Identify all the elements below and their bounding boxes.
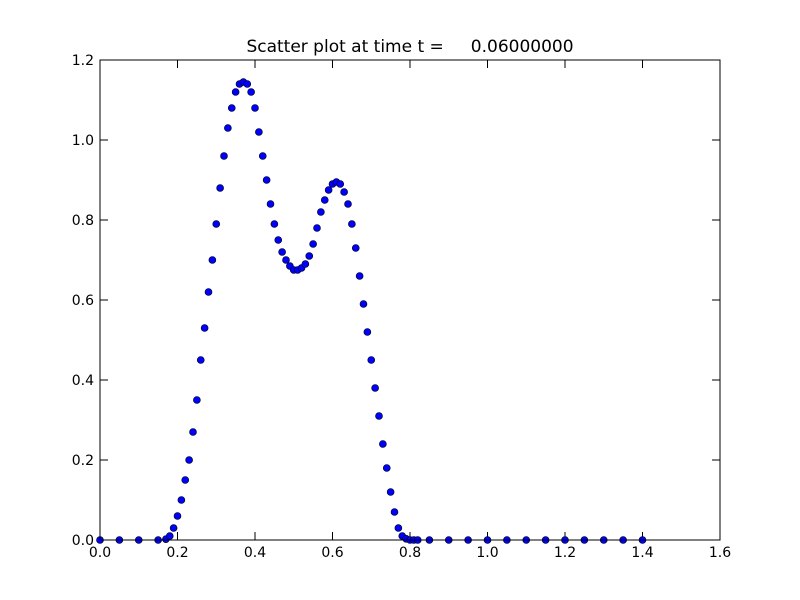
scatter-point: [169, 524, 178, 532]
y-tick-label: 0.0: [72, 533, 94, 549]
plot-frame: [99, 59, 721, 541]
chart-title: Scatter plot at time t = 0.06000000: [246, 37, 573, 57]
scatter-point: [348, 220, 356, 228]
x-tick-label: 1.6: [709, 545, 731, 561]
scatter-point: [177, 496, 186, 504]
scatter-point: [247, 88, 255, 96]
scatter-point: [274, 236, 283, 244]
scatter-point: [382, 464, 391, 472]
scatter-point: [243, 80, 252, 88]
x-tick-label: 1.4: [631, 545, 653, 561]
scatter-point: [266, 200, 275, 208]
scatter-point: [359, 300, 368, 308]
x-tick-label: 1.2: [554, 545, 576, 561]
scatter-point: [317, 208, 325, 216]
scatter-point: [216, 184, 224, 192]
scatter-point: [220, 152, 228, 160]
scatter-point: [282, 256, 290, 264]
scatter-point: [320, 196, 329, 204]
y-tick-label: 0.6: [72, 293, 94, 309]
scatter-point: [185, 456, 193, 464]
x-tick-label: 0.8: [399, 545, 421, 561]
scatter-point: [344, 200, 352, 208]
y-tick-label: 0.2: [72, 453, 94, 469]
scatter-point: [363, 328, 372, 336]
x-tick-label: 0.0: [89, 545, 111, 561]
scatter-point: [390, 508, 399, 516]
x-tick-label: 1.0: [476, 545, 498, 561]
y-tick-label: 1.0: [72, 133, 94, 149]
scatter-point: [193, 396, 201, 404]
scatter-point: [355, 272, 364, 280]
scatter-point: [208, 256, 217, 264]
scatter-point: [181, 476, 190, 484]
y-tick-label: 0.8: [72, 213, 94, 229]
scatter-point: [258, 152, 267, 160]
scatter-point: [227, 104, 236, 112]
y-tick-label: 1.2: [72, 53, 94, 69]
scatter-point: [204, 288, 213, 296]
scatter-point: [386, 488, 395, 496]
scatter-point: [189, 428, 197, 436]
scatter-point: [309, 240, 317, 248]
scatter-point: [200, 324, 209, 332]
scatter-point: [278, 248, 286, 256]
scatter-point: [351, 244, 360, 252]
scatter-point: [313, 224, 321, 232]
scatter-point: [212, 220, 221, 228]
scatter-point: [305, 252, 314, 260]
scatter-point: [224, 124, 232, 132]
scatter-point: [231, 88, 240, 96]
scatter-point: [165, 532, 174, 540]
scatter-point: [375, 412, 383, 420]
scatter-point: [301, 260, 310, 268]
scatter-point: [270, 220, 279, 228]
scatter-point: [196, 356, 205, 364]
scatter-point: [371, 384, 379, 392]
x-tick-label: 0.4: [244, 545, 266, 561]
scatter-point: [324, 186, 333, 194]
x-tick-label: 0.6: [321, 545, 343, 561]
scatter-point: [394, 524, 403, 532]
scatter-point: [255, 128, 263, 136]
scatter-point: [262, 176, 271, 184]
scatter-point: [336, 180, 345, 188]
scatter-point: [379, 440, 387, 448]
scatter-point: [367, 356, 376, 364]
scatter-point: [251, 104, 259, 112]
x-tick-label: 0.2: [166, 545, 188, 561]
scatter-point: [340, 188, 348, 196]
scatter-point: [173, 512, 182, 520]
y-tick-label: 0.4: [72, 373, 94, 389]
